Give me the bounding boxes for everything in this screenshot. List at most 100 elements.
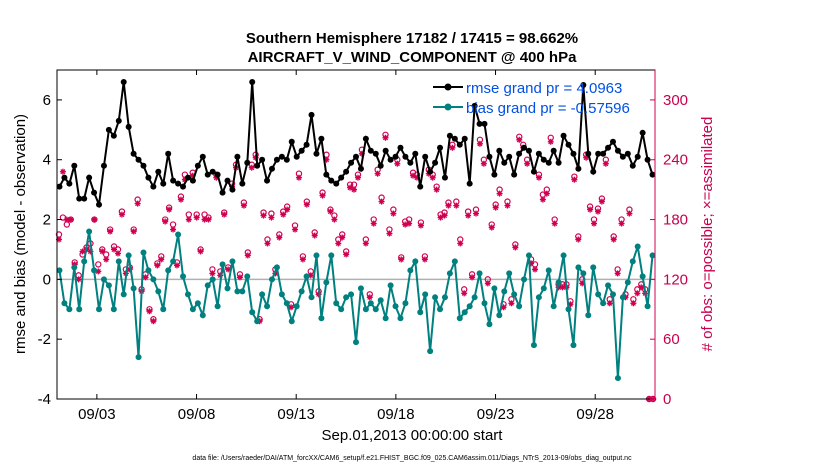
asterisk-stroke: [135, 201, 141, 207]
asterisk-stroke: [504, 203, 511, 209]
rmse-point: [273, 156, 280, 163]
obs-assimilated-point: [591, 220, 598, 227]
rmse-point: [338, 174, 345, 181]
y-axis-label-left: rmse and bias (model - observation): [12, 114, 29, 354]
asterisk-stroke: [237, 274, 243, 280]
bias-point: [283, 300, 290, 307]
asterisk-stroke: [268, 214, 274, 221]
asterisk-stroke: [532, 266, 538, 272]
asterisk-stroke: [60, 169, 66, 175]
rmse-point: [115, 117, 122, 124]
rmse-point: [100, 162, 107, 169]
obs-assimilated-point: [461, 290, 468, 297]
rmse-point: [506, 153, 513, 160]
asterisk-stroke: [615, 270, 621, 276]
rmse-point: [61, 174, 68, 181]
y-tick-label-left: 4: [43, 152, 51, 169]
obs-possible-point: [531, 261, 539, 268]
bias-point: [585, 312, 592, 319]
rmse-point: [259, 156, 266, 163]
rmse-point: [278, 153, 285, 160]
asterisk-stroke: [288, 304, 294, 310]
bias-point: [595, 291, 602, 298]
bias-point: [407, 267, 414, 274]
rmse-point: [580, 81, 587, 88]
obs-assimilated-point: [292, 226, 299, 233]
asterisk-stroke: [481, 161, 487, 167]
obs-assimilated-point: [130, 228, 137, 235]
bias-point: [61, 300, 68, 307]
bias-point: [81, 258, 88, 265]
obs-assimilated-point: [394, 160, 401, 167]
bias-point: [496, 312, 503, 319]
asterisk-stroke: [76, 276, 82, 282]
asterisk-stroke: [379, 199, 385, 205]
bias-point: [535, 294, 542, 301]
rmse-point: [180, 183, 187, 190]
rmse-point: [194, 162, 201, 169]
asterisk-stroke: [386, 230, 393, 237]
asterisk-stroke: [571, 177, 577, 183]
rmse-point: [125, 123, 132, 130]
bias-point: [614, 375, 621, 382]
obs-assimilated-point: [598, 198, 605, 205]
asterisk-stroke: [355, 175, 361, 181]
asterisk-stroke: [516, 137, 522, 143]
plot-frame: [56, 69, 656, 400]
asterisk-stroke: [347, 185, 353, 191]
asterisk-stroke: [99, 248, 105, 255]
obs-assimilated-point: [472, 210, 479, 217]
asterisk-stroke: [146, 308, 153, 314]
obs-assimilated-point: [610, 236, 617, 243]
rmse-point: [323, 171, 330, 178]
obs-possible-point: [95, 261, 102, 268]
bias-point: [244, 273, 251, 280]
obs-assimilated-point: [634, 290, 641, 297]
obs-assimilated-point: [240, 202, 247, 209]
bias-point: [427, 348, 434, 355]
x-axis-label: Sep.01,2013 00:00:00 start: [322, 427, 504, 444]
bias-point: [639, 273, 646, 280]
bias-point: [432, 294, 439, 301]
asterisk-stroke: [249, 165, 255, 171]
rmse-point: [268, 165, 275, 172]
asterisk-stroke: [292, 226, 298, 233]
asterisk-stroke: [607, 300, 613, 306]
rmse-point: [605, 144, 612, 151]
bias-point: [357, 285, 364, 292]
rmse-point: [288, 138, 295, 145]
bias-point: [56, 267, 63, 274]
asterisk-stroke: [603, 161, 609, 167]
asterisk-stroke: [150, 318, 156, 324]
rmse-point: [619, 153, 626, 160]
asterisk-stroke: [497, 191, 503, 197]
bias-point: [609, 291, 616, 298]
rmse-point: [318, 135, 325, 142]
asterisk-stroke: [638, 284, 644, 290]
bias-point: [353, 339, 359, 346]
asterisk-stroke: [162, 218, 168, 225]
obs-assimilated-point: [284, 206, 291, 213]
bias-point: [209, 276, 216, 283]
rmse-point: [565, 141, 572, 148]
asterisk-stroke: [68, 216, 74, 223]
rmse-point: [165, 150, 172, 157]
rmse-point: [362, 135, 369, 142]
rmse-point: [412, 150, 419, 157]
footer-data-file: data file: /Users/raeder/DAI/ATM_forcXX/…: [192, 455, 632, 462]
obs-assimilated-point: [354, 174, 361, 181]
asterisk-stroke: [508, 300, 514, 306]
asterisk-stroke: [245, 252, 251, 258]
asterisk-stroke: [205, 216, 212, 223]
x-tick-label: 09/13: [277, 406, 315, 423]
bias-point: [150, 276, 157, 283]
rmse-point: [105, 126, 112, 133]
bias-point: [501, 288, 508, 295]
rmse-point: [595, 150, 602, 157]
obs-assimilated-point: [221, 211, 228, 218]
bias-point: [521, 276, 528, 283]
asterisk-stroke: [434, 187, 440, 193]
bias-point: [570, 342, 577, 349]
bias-point: [545, 267, 552, 274]
asterisk-stroke: [166, 207, 172, 213]
